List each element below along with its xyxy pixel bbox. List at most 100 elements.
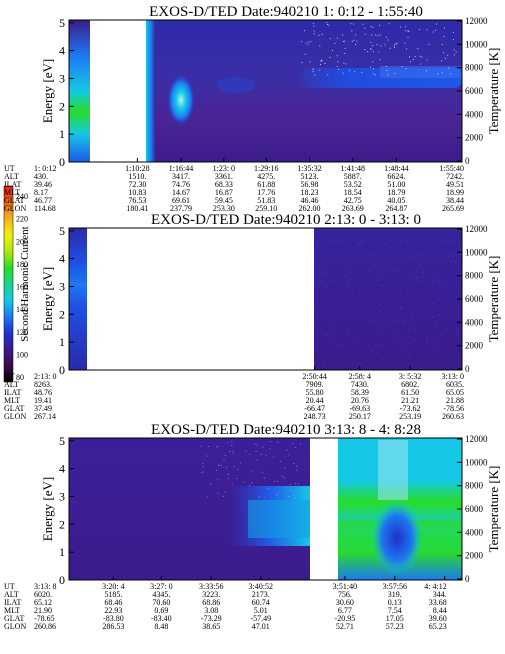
texture-dot: [380, 327, 382, 329]
texture-dot: [409, 56, 410, 58]
table-cell: 30.60: [336, 598, 354, 607]
texture-dot: [407, 30, 409, 32]
y-tick-label: 0: [59, 573, 65, 587]
texture-dot: [409, 61, 411, 63]
texture-dot: [269, 448, 271, 450]
table-cell: 58.39: [351, 388, 369, 397]
y-tick-label: 4: [59, 44, 65, 58]
texture-dot: [292, 442, 294, 444]
colorbar-tick-label: 180: [16, 260, 28, 269]
texture-dot: [289, 483, 291, 485]
table-cell: 0.13: [388, 598, 402, 607]
table-row-label: ILAT: [4, 598, 21, 607]
table-row-label: GLAT: [4, 614, 25, 623]
texture-dot: [455, 51, 457, 53]
y-tick-label: 1: [59, 335, 65, 349]
texture-dot: [268, 488, 269, 490]
table-cell: 267.14: [34, 412, 56, 421]
texture-dot: [355, 34, 357, 36]
table-cell: 7242.: [446, 172, 464, 181]
texture-dot: [327, 272, 329, 274]
colorbar-tick-label: 140: [16, 305, 28, 314]
table-row-label: GLAT: [4, 196, 25, 205]
table-cell: 4: 4:12: [424, 582, 446, 591]
texture-dot: [447, 256, 449, 258]
texture-dot: [400, 293, 402, 294]
texture-dot: [319, 69, 321, 71]
texture-dot: [394, 268, 396, 270]
texture-dot: [379, 59, 381, 61]
texture-dot: [226, 466, 228, 468]
texture-dot: [269, 441, 271, 442]
table-cell: 1:23: 0: [213, 164, 235, 173]
table-cell: 3.08: [204, 606, 218, 615]
texture-dot: [440, 241, 442, 243]
texture-dot: [426, 70, 427, 72]
texture-dot: [396, 43, 398, 45]
table-cell: 3:13: 8: [34, 582, 56, 591]
texture-dot: [432, 31, 434, 33]
texture-dot: [281, 475, 283, 477]
y-tick-label: 3: [59, 71, 65, 85]
texture-dot: [405, 68, 407, 70]
table-cell: 7430.: [351, 380, 369, 389]
texture-dot: [364, 49, 366, 50]
table-cell: 69.61: [172, 196, 190, 205]
table-cell: 7.54: [388, 606, 402, 615]
table-cell: 17.05: [386, 614, 404, 623]
panel-3-data-gap: [310, 438, 338, 580]
table-cell: -83.40: [151, 614, 172, 623]
y2-tick-label: 12000: [465, 224, 488, 234]
texture-dot: [416, 276, 418, 278]
colorbar-tick-label: 100: [16, 350, 28, 359]
table-cell: 76.53: [128, 196, 146, 205]
texture-dot: [438, 314, 440, 316]
texture-dot: [347, 282, 349, 284]
texture-dot: [431, 276, 433, 278]
texture-dot: [332, 337, 334, 339]
texture-dot: [455, 262, 457, 264]
texture-dot: [328, 24, 330, 26]
table-cell: 6802.: [401, 380, 419, 389]
table-cell: 18.23: [301, 188, 319, 197]
texture-dot: [375, 254, 377, 256]
texture-dot: [447, 345, 449, 347]
texture-dot: [407, 329, 409, 331]
texture-dot: [342, 72, 344, 74]
table-cell: 42.75: [344, 196, 362, 205]
texture-dot: [361, 72, 363, 74]
table-cell: -66.47: [304, 404, 325, 413]
texture-dot: [407, 36, 409, 38]
texture-dot: [218, 464, 220, 466]
texture-dot: [370, 48, 372, 50]
texture-dot: [202, 471, 204, 473]
texture-dot: [286, 449, 288, 451]
texture-dot: [405, 30, 407, 32]
table-cell: 430.: [34, 172, 48, 181]
texture-dot: [336, 66, 338, 67]
texture-dot: [383, 243, 385, 245]
texture-dot: [258, 496, 260, 498]
texture-dot: [332, 50, 333, 51]
texture-dot: [249, 484, 251, 486]
texture-dot: [421, 56, 423, 58]
colorbar-tick-label: 80: [16, 373, 24, 382]
texture-dot: [399, 26, 401, 28]
colorbar-tick-label: 220: [16, 215, 28, 224]
texture-dot: [450, 73, 452, 75]
texture-dot: [243, 481, 245, 483]
table-cell: 46.77: [34, 196, 52, 205]
panel-1: EXOS-D/TED Date:940210 1: 0:12 - 1:55:40…: [4, 4, 501, 213]
texture-dot: [381, 358, 383, 360]
texture-dot: [262, 446, 264, 448]
y2-tick-label: 12000: [465, 434, 488, 444]
table-cell: 286.53: [102, 622, 124, 631]
table-cell: 1:35:32: [297, 164, 321, 173]
table-cell: 2:50:44: [302, 372, 326, 381]
table-cell: 1:16:44: [169, 164, 193, 173]
table-row-label: GLON: [4, 204, 26, 213]
table-cell: 8.44: [433, 606, 447, 615]
table-cell: 3417.: [172, 172, 190, 181]
table-cell: 4345.: [152, 590, 170, 599]
texture-dot: [317, 282, 319, 284]
